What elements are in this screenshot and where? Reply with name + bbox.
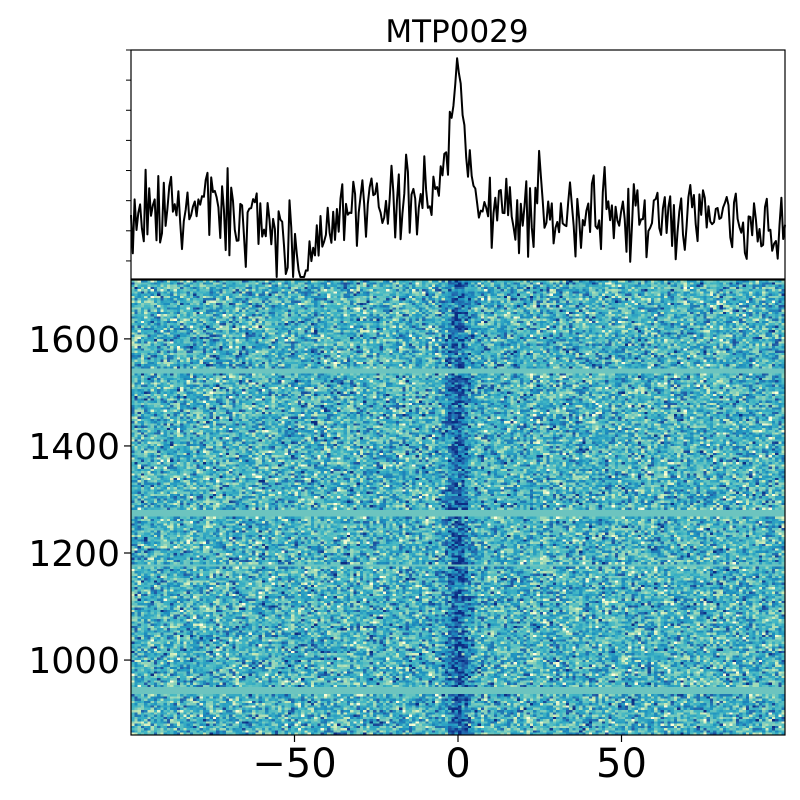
y-tick-label-1600: 1600 xyxy=(28,320,120,361)
heatmap-x-ticks: −50 0 50 xyxy=(252,735,647,787)
x-tick-label-50: 50 xyxy=(596,741,647,787)
chart-title: MTP0029 xyxy=(385,14,528,50)
x-tick-label--50: −50 xyxy=(252,741,336,787)
x-tick-label-0: 0 xyxy=(445,741,470,787)
y-tick-label-1200: 1200 xyxy=(28,534,120,575)
heatmap-panel: 1000 1200 1400 1600 −50 0 50 xyxy=(28,279,786,787)
y-tick-label-1000: 1000 xyxy=(28,641,120,682)
profile-panel xyxy=(126,49,786,280)
profile-series-line xyxy=(130,57,786,278)
heatmap-y-ticks: 1000 1200 1400 1600 xyxy=(28,320,131,682)
y-tick-label-1400: 1400 xyxy=(28,427,120,468)
profile-y-ticks xyxy=(126,49,131,262)
heatmap-image xyxy=(131,280,785,735)
profile-axes-frame xyxy=(130,49,786,280)
